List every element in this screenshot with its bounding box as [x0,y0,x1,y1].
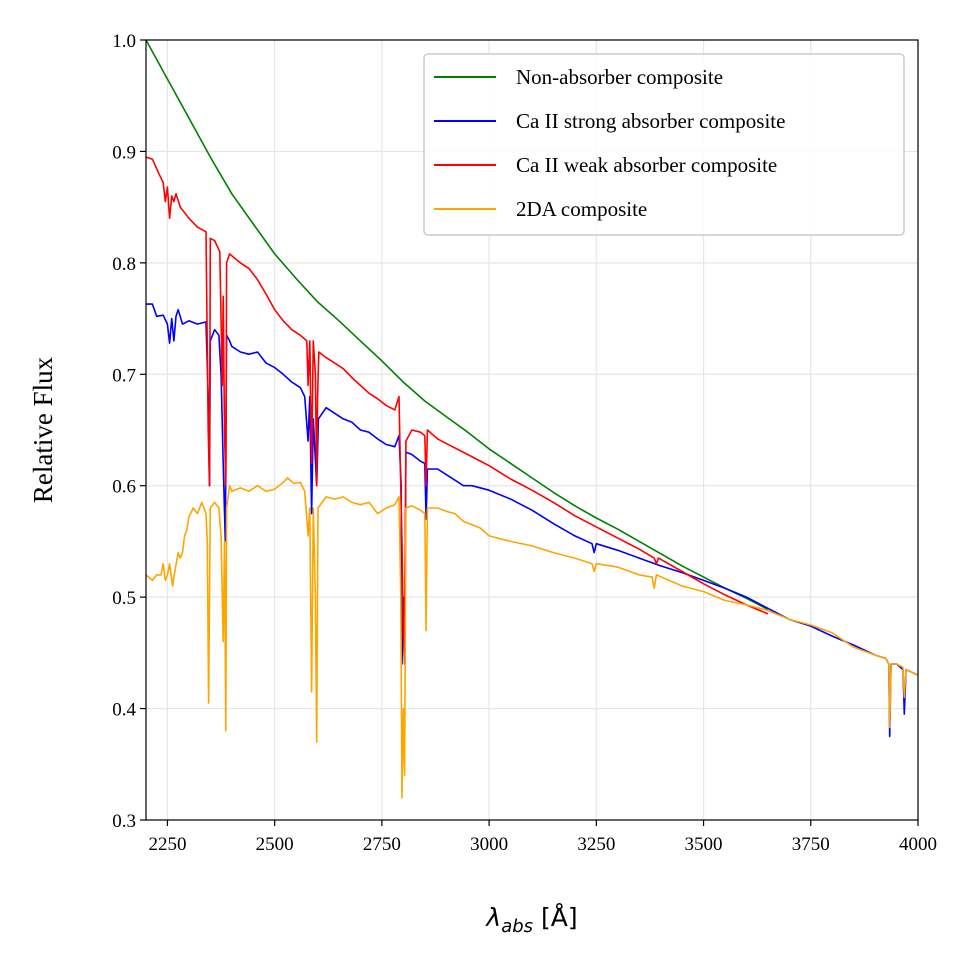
x-tick-label: 2500 [256,834,294,855]
y-tick-label: 0.8 [112,254,136,275]
legend-label-ca-ii-strong-absorber-composite: Ca II strong absorber composite [516,109,785,133]
legend-label-ca-ii-weak-absorber-composite: Ca II weak absorber composite [516,153,777,177]
x-axis-title: λabs [Å] [484,903,577,937]
x-axis-unit: [Å] [533,903,578,932]
legend-label-2da-composite: 2DA composite [516,197,647,221]
x-tick-label: 3500 [685,834,723,855]
series-line-non-absorber-composite [146,40,769,611]
y-tick-label: 0.5 [112,588,136,609]
plot-frame [145,39,919,821]
series-line-2da-composite [146,477,918,799]
y-tick-label: 0.9 [112,142,136,163]
axis-ticks: 2250 2500 2750 3000 3250 3500 3750 4000 0.3 0.4 0.… [112,31,937,855]
legend-box [423,53,905,236]
x-tick-label: 4000 [899,834,937,855]
y-axis-title: Relative Flux [28,356,58,503]
x-tick-label: 2750 [363,834,401,855]
x-axis-subscript: abs [501,916,533,937]
x-tick-label: 3750 [792,834,830,855]
x-tick-label: 3000 [470,834,508,855]
x-axis-symbol: λ [484,903,501,932]
series-lines [146,40,918,799]
x-tick-label: 3250 [577,834,615,855]
y-tick-label: 0.4 [112,700,136,721]
y-tick-label: 1.0 [112,31,136,52]
x-tick-label: 2250 [148,834,186,855]
series-line-ca-ii-weak-absorber-composite [146,156,769,665]
y-tick-label: 0.3 [112,811,136,832]
y-tick-label: 0.7 [112,365,136,386]
legend-label-non-absorber-composite: Non-absorber composite [516,65,723,89]
y-tick-label: 0.6 [112,477,136,498]
legend: Non-absorber composite Ca II strong absor… [423,53,905,236]
